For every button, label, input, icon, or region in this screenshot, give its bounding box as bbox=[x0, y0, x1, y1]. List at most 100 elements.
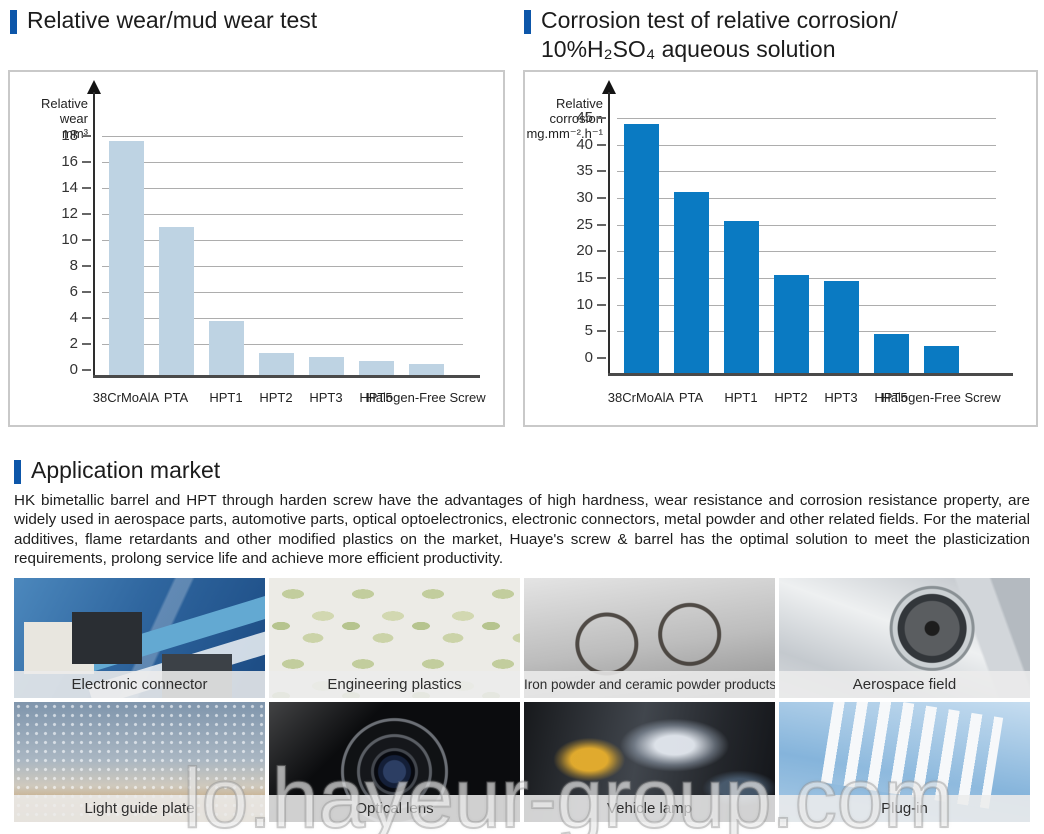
y-tick-label: 20 bbox=[576, 242, 593, 260]
y-tick-dash bbox=[82, 317, 91, 319]
y-axis-title-line: Relative corrosion bbox=[549, 96, 603, 126]
grid-line bbox=[102, 292, 463, 293]
tile-caption: Plug-in bbox=[779, 795, 1030, 822]
tile-plug-in: Plug-in bbox=[779, 702, 1030, 822]
x-category-label: HPT2 bbox=[774, 390, 808, 405]
grid-line bbox=[102, 188, 463, 189]
x-category-label: HPT5 bbox=[874, 390, 908, 405]
application-tiles-grid: Electronic connector Engineering plastic… bbox=[14, 578, 1030, 822]
tile-iron-powder-ceramic: Iron powder and ceramic powder products bbox=[524, 578, 775, 698]
y-tick-dash bbox=[82, 187, 91, 189]
tile-caption: Iron powder and ceramic powder products bbox=[524, 671, 775, 698]
application-section-title: Application market bbox=[31, 457, 221, 483]
y-tick-dash bbox=[597, 170, 606, 173]
y-axis-title: Relative corrosion mg.mm⁻².h⁻¹ bbox=[525, 96, 603, 141]
y-tick-label: 8 bbox=[69, 257, 78, 274]
y-tick-dash bbox=[82, 135, 91, 137]
y-tick-label: 0 bbox=[69, 361, 78, 378]
grid-line bbox=[617, 118, 996, 119]
tile-optical-lens: Optical lens bbox=[269, 702, 520, 822]
watermark-text: lo.hayeur-group.com bbox=[182, 750, 954, 834]
y-tick-label: 14 bbox=[61, 179, 78, 196]
y-tick-label: 18 bbox=[61, 127, 78, 144]
y-tick-label: 5 bbox=[584, 322, 593, 340]
tile-caption: Vehicle lamp bbox=[524, 795, 775, 822]
y-tick-dash bbox=[597, 330, 606, 333]
y-tick-label: 35 bbox=[576, 162, 593, 180]
y-tick-dash bbox=[82, 369, 91, 371]
x-category-label: Halogen-Free Screw bbox=[366, 390, 486, 405]
x-category-label: 38CrMoAlA bbox=[92, 390, 160, 405]
wear-chart-panel: Relative wear mm³ 0 2 4 6 8 10 12 14 16 18 38CrMoAlA… bbox=[8, 70, 505, 427]
corrosion-section-title: Corrosion test of relative corrosion/ 10… bbox=[541, 6, 898, 64]
tile-caption: Light guide plate bbox=[14, 795, 265, 822]
corrosion-chart-panel: Relative corrosion mg.mm⁻².h⁻¹ 0 5 10 15 20 25 3… bbox=[523, 70, 1038, 427]
bar bbox=[674, 191, 709, 373]
y-tick-dash bbox=[82, 213, 91, 215]
y-axis-line bbox=[608, 92, 610, 373]
x-category-label: HPT1 bbox=[724, 390, 758, 405]
x-category-label: PTA bbox=[678, 390, 704, 405]
y-tick-label: 6 bbox=[69, 283, 78, 300]
x-category-label: Halogen-Free Screw bbox=[881, 390, 1001, 405]
corrosion-title-line2: 10%H₂SO₄ aqueous solution bbox=[541, 36, 836, 62]
x-category-label: HPT2 bbox=[259, 390, 293, 405]
tile-engineering-plastics: Engineering plastics bbox=[269, 578, 520, 698]
tile-light-guide-plate: Light guide plate bbox=[14, 702, 265, 822]
grid-line bbox=[617, 251, 996, 253]
x-axis-line bbox=[93, 375, 480, 378]
y-tick-dash bbox=[597, 117, 606, 119]
x-category-label: PTA bbox=[163, 390, 189, 405]
y-tick-label: 0 bbox=[584, 349, 593, 366]
grid-line bbox=[617, 224, 996, 226]
application-paragraph: HK bimetallic barrel and HPT through har… bbox=[14, 492, 1030, 568]
y-tick-dash bbox=[597, 143, 606, 146]
y-axis-line bbox=[93, 92, 95, 375]
accent-bar bbox=[14, 460, 21, 484]
y-axis-arrow-icon bbox=[602, 80, 616, 94]
accent-bar bbox=[524, 10, 531, 34]
x-category-label: 38CrMoAlA bbox=[607, 390, 675, 405]
x-category-label: HPT3 bbox=[309, 390, 343, 405]
wear-section-title: Relative wear/mud wear test bbox=[27, 7, 318, 33]
tile-aerospace-field: Aerospace field bbox=[779, 578, 1030, 698]
y-axis-arrow-icon bbox=[87, 80, 101, 94]
grid-line bbox=[102, 214, 463, 215]
bar bbox=[159, 227, 194, 375]
bar bbox=[874, 334, 909, 373]
bar bbox=[259, 353, 294, 375]
corrosion-title-line1: Corrosion test of relative corrosion/ bbox=[541, 7, 898, 33]
grid-line bbox=[102, 344, 463, 345]
y-axis-title: Relative wear mm³ bbox=[10, 96, 88, 141]
bar bbox=[309, 357, 344, 375]
tile-vehicle-lamp: Vehicle lamp bbox=[524, 702, 775, 822]
grid-line bbox=[102, 136, 463, 137]
x-axis-line bbox=[608, 373, 1013, 376]
y-tick-dash bbox=[82, 161, 91, 163]
tile-caption: Optical lens bbox=[269, 795, 520, 822]
bar bbox=[924, 346, 959, 373]
y-tick-label: 12 bbox=[61, 205, 78, 222]
y-tick-label: 30 bbox=[576, 189, 593, 206]
section-head-corrosion: Corrosion test of relative corrosion/ 10… bbox=[524, 6, 898, 64]
tile-caption: Electronic connector bbox=[14, 671, 265, 698]
y-tick-dash bbox=[597, 357, 606, 359]
x-category-label: HPT5 bbox=[359, 390, 393, 405]
grid-line bbox=[617, 198, 996, 199]
y-tick-label: 15 bbox=[576, 269, 593, 286]
y-tick-dash bbox=[597, 303, 606, 306]
y-tick-dash bbox=[82, 343, 91, 345]
y-tick-dash bbox=[597, 223, 606, 226]
y-axis-title-line: mm³ bbox=[62, 126, 88, 141]
grid-line bbox=[617, 144, 996, 146]
y-tick-dash bbox=[82, 265, 91, 267]
y-tick-dash bbox=[597, 250, 606, 253]
section-head-application: Application market bbox=[14, 456, 220, 485]
grid-line bbox=[102, 266, 463, 267]
grid-line bbox=[102, 240, 463, 241]
bar bbox=[409, 363, 444, 375]
y-tick-label: 10 bbox=[576, 295, 593, 313]
bar bbox=[359, 360, 394, 375]
bar bbox=[624, 124, 659, 373]
